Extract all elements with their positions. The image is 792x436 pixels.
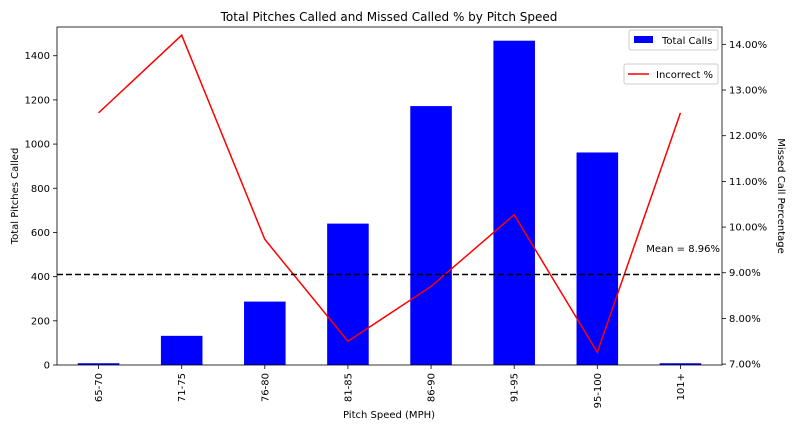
legend-total-calls-frame xyxy=(628,29,719,51)
plot-area-frame xyxy=(56,26,723,366)
y-left-axis-label: Total Pitches Called xyxy=(10,148,21,246)
incorrect-pct-line xyxy=(98,33,682,354)
legend-incorrect-pct-label: Incorrect % xyxy=(656,70,713,81)
x-tick-label: 81-85 xyxy=(343,373,354,402)
y-right-tick-label: 11.00% xyxy=(729,177,767,188)
bar-101+ xyxy=(659,363,702,365)
x-tick-label: 95-100 xyxy=(593,373,604,408)
y-left-tick-label: 1000 xyxy=(25,140,50,151)
bar-71-75 xyxy=(160,335,203,365)
x-axis: 65-70 71-75 76-80 81-85 86-90 91-95 95-100 101+ xyxy=(94,365,687,408)
bar-91-95 xyxy=(493,40,535,366)
bar-65-70 xyxy=(77,363,120,365)
y-left-tick-label: 1400 xyxy=(25,51,50,62)
y-left-tick-label: 800 xyxy=(31,184,50,195)
bar-76-80 xyxy=(244,301,286,365)
y-left-tick-label: 0 xyxy=(44,361,50,372)
line-layer xyxy=(98,33,682,354)
y-right-axis: 7.00% 8.00% 9.00% 10.00% 11.00% 12.00% 13.00% 1… xyxy=(722,40,767,371)
y-right-tick-label: 13.00% xyxy=(729,86,767,97)
legend-incorrect-pct-frame xyxy=(623,63,719,85)
y-left-tick-label: 1200 xyxy=(25,95,50,106)
chart-title: Total Pitches Called and Missed Called %… xyxy=(220,10,558,24)
x-tick-label: 65-70 xyxy=(94,373,105,402)
y-right-tick-label: 7.00% xyxy=(729,360,761,371)
x-tick-label: 91-95 xyxy=(510,373,521,402)
y-right-tick-label: 14.00% xyxy=(729,40,767,51)
y-right-tick-label: 10.00% xyxy=(729,223,767,234)
y-right-tick-label: 12.00% xyxy=(729,131,767,142)
x-tick-label: 71-75 xyxy=(177,373,188,402)
legend-incorrect-pct: Incorrect % xyxy=(623,63,719,85)
legend-total-calls-swatch xyxy=(634,36,653,43)
y-left-tick-label: 200 xyxy=(31,316,50,327)
y-right-axis-label: Missed Call Percentage xyxy=(775,138,786,254)
mean-label: Mean = 8.96% xyxy=(646,244,720,255)
legend-total-calls: Total Calls xyxy=(628,29,719,51)
legend-total-calls-label: Total Calls xyxy=(661,36,712,47)
bar-86-90 xyxy=(410,106,452,365)
x-tick-label: 76-80 xyxy=(260,373,271,402)
y-left-tick-label: 600 xyxy=(31,228,50,239)
y-right-tick-label: 8.00% xyxy=(729,314,761,325)
y-right-tick-label: 9.00% xyxy=(729,268,761,279)
y-left-tick-label: 400 xyxy=(31,272,50,283)
x-tick-label: 101+ xyxy=(676,373,687,400)
x-axis-label: Pitch Speed (MPH) xyxy=(343,410,435,421)
bar-81-85 xyxy=(327,223,369,365)
bar-95-100 xyxy=(576,152,619,365)
y-left-axis: 0 200 400 600 800 1000 1200 1400 xyxy=(25,51,57,372)
bars-layer xyxy=(77,40,702,366)
x-tick-label: 86-90 xyxy=(427,373,438,402)
